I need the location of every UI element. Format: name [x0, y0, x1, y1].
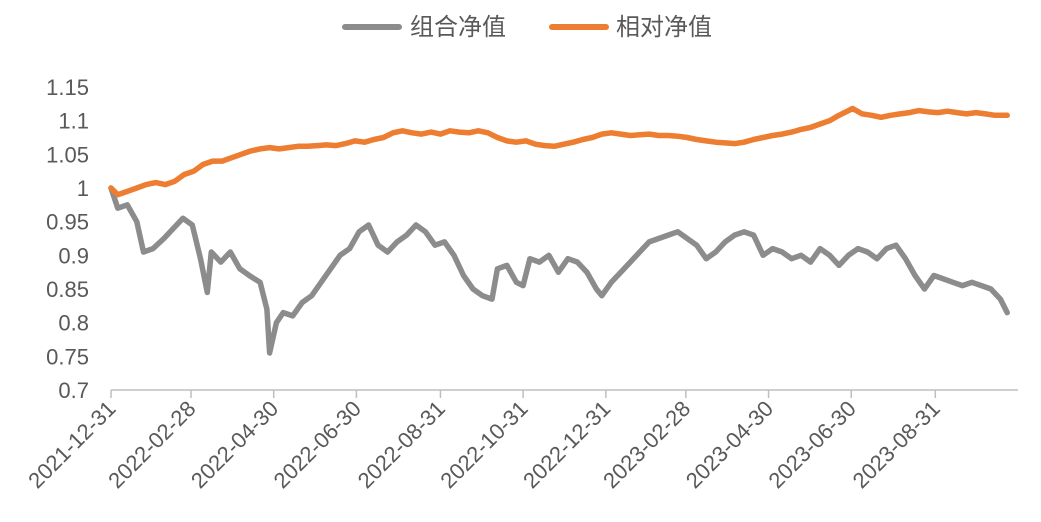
y-tick-label: 1.15 [46, 75, 89, 100]
x-tick-label: 2023-02-28 [598, 396, 695, 493]
x-tick-label: 2022-02-28 [103, 396, 200, 493]
y-tick-label: 0.95 [46, 210, 89, 235]
legend-label-relative: 相对净值 [616, 13, 712, 41]
y-tick-label: 1.05 [46, 142, 89, 167]
x-tick-label: 2023-06-30 [764, 396, 861, 493]
x-tick-label: 2022-06-30 [269, 396, 366, 493]
x-tick-label: 2023-04-30 [681, 396, 778, 493]
y-tick-label: 0.8 [58, 311, 89, 336]
y-tick-label: 0.7 [58, 378, 89, 403]
y-axis: 0.7 0.75 0.8 0.85 0.9 0.95 1 1.05 1.1 1.15 [46, 75, 89, 403]
y-tick-label: 0.75 [46, 344, 89, 369]
y-tick-label: 1 [77, 176, 89, 201]
x-tick-label: 2023-08-31 [848, 396, 945, 493]
series-line-portfolio [108, 185, 1010, 356]
legend: 组合净值 相对净值 [342, 13, 712, 41]
legend-item-relative: 相对净值 [549, 13, 712, 41]
y-tick-label: 0.9 [58, 243, 89, 268]
x-tick-label: 2022-08-31 [353, 396, 450, 493]
x-axis: 2021-12-312022-02-282022-04-302022-06-30… [23, 389, 1018, 493]
series-line-relative [108, 105, 1010, 198]
x-tick-label: 2022-04-30 [186, 396, 283, 493]
legend-label-portfolio: 组合净值 [410, 13, 506, 41]
x-tick-label: 2022-10-31 [435, 396, 532, 493]
y-tick-label: 1.1 [58, 109, 89, 134]
legend-item-portfolio: 组合净值 [342, 13, 506, 41]
y-tick-label: 0.85 [46, 277, 89, 302]
series-group [108, 105, 1010, 356]
